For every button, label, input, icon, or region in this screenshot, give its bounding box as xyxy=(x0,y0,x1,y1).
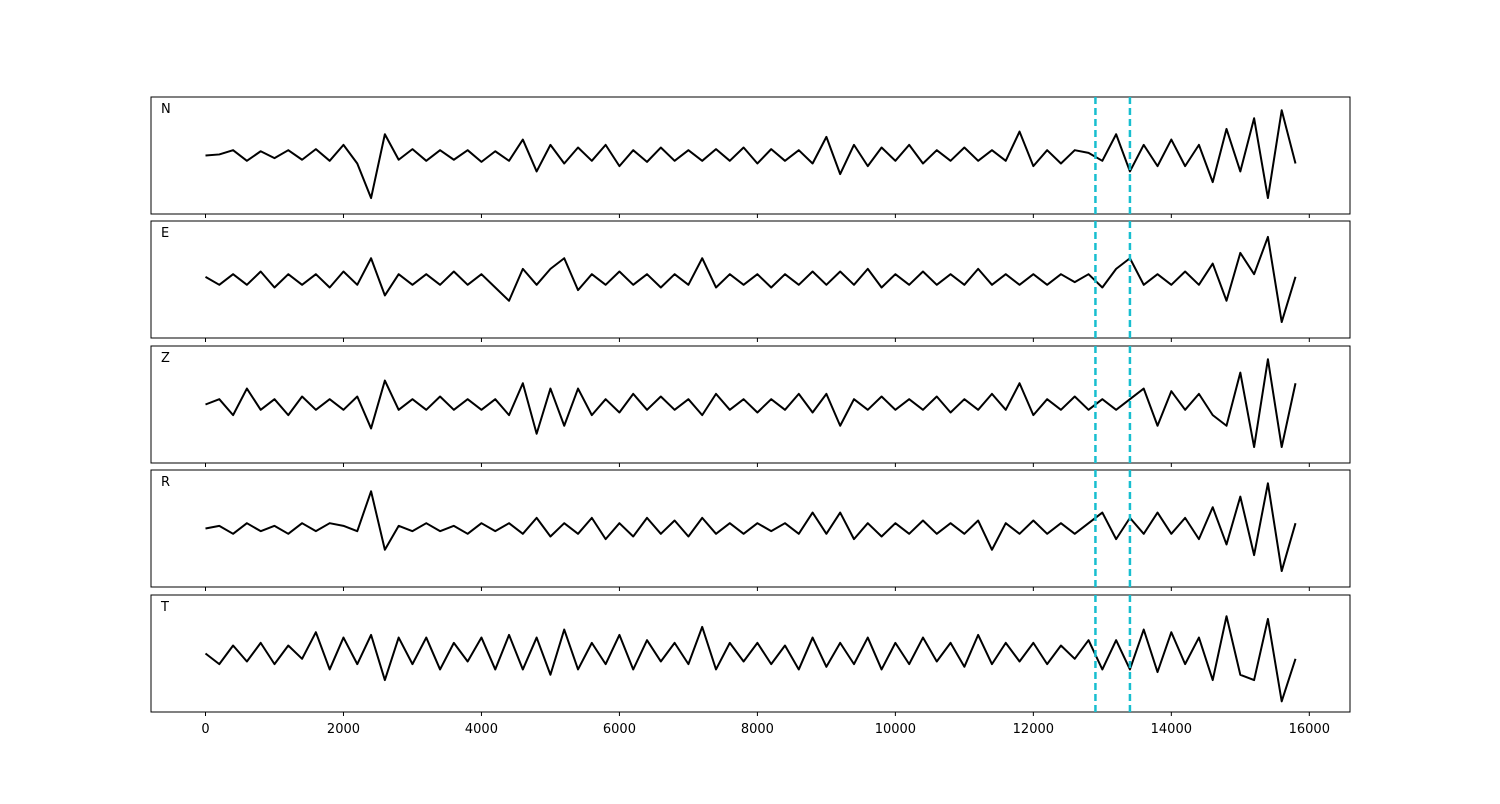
x-tick-label: 0 xyxy=(201,722,209,737)
trace xyxy=(205,109,1297,200)
x-tick-label: 2000 xyxy=(327,722,360,737)
panel-frame xyxy=(150,96,1351,215)
trace xyxy=(204,615,1297,703)
trace xyxy=(205,482,1297,573)
x-tick-label: 14000 xyxy=(1151,722,1192,737)
x-tick-label: 10000 xyxy=(875,722,916,737)
panel-label: N xyxy=(161,102,171,117)
panel-label: R xyxy=(161,475,170,490)
trace xyxy=(205,358,1297,449)
panel-frame xyxy=(150,469,1351,588)
x-tick-label: 8000 xyxy=(741,722,774,737)
panel-frame xyxy=(150,594,1351,713)
panel-label: E xyxy=(161,226,169,241)
x-tick-label: 16000 xyxy=(1289,722,1330,737)
panel-label: T xyxy=(160,600,169,615)
panel-label: Z xyxy=(161,351,170,366)
x-tick-label: 4000 xyxy=(465,722,498,737)
x-tick-label: 6000 xyxy=(603,722,636,737)
panel-frame xyxy=(150,345,1351,464)
panel-frame xyxy=(150,220,1351,339)
trace xyxy=(204,235,1297,324)
x-tick-label: 12000 xyxy=(1013,722,1054,737)
